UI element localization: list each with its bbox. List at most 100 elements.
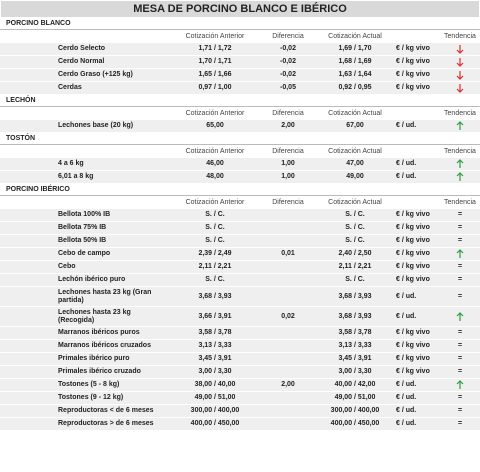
previous-price: 0,97 / 1,00 (198, 84, 232, 91)
column-header: Diferencia (272, 109, 304, 117)
previous-price: 38,00 / 40,00 (194, 381, 236, 388)
column-header: Diferencia (272, 147, 304, 155)
current-price: 67,00 (346, 122, 364, 129)
previous-price: S. / C. (205, 211, 225, 218)
unit: € / kg vivo (396, 58, 430, 65)
unit: € / kg vivo (396, 84, 430, 91)
column-headers: Cotización Anterior Diferencia Cotización … (0, 145, 480, 158)
unit: € / kg vivo (396, 276, 430, 283)
current-price: 2,40 / 2,50 (338, 250, 372, 257)
data-row: Cebo 2,11 / 2,21 2,11 / 2,21 € / kg vivo = (0, 261, 480, 274)
unit: € / kg vivo (396, 211, 430, 218)
previous-price: 65,00 (206, 122, 224, 129)
column-header: Cotización Anterior (185, 109, 245, 117)
unit: € / kg vivo (396, 342, 430, 349)
difference: 1,00 (281, 173, 295, 180)
column-header: Diferencia (272, 32, 304, 40)
product-name: Cebo de campo (58, 250, 111, 257)
column-header: Cotización Anterior (185, 32, 245, 40)
previous-price: 1,70 / 1,71 (198, 58, 232, 65)
trend (440, 248, 480, 260)
previous-price: 3,68 / 3,93 (198, 292, 232, 300)
current-price: S. / C. (345, 276, 365, 283)
difference: 2,00 (281, 381, 295, 388)
trend: = (457, 211, 463, 218)
title: MESA DE PORCINO BLANCO E IBÉRICO (1, 1, 479, 17)
product-name: Bellota 50% IB (58, 237, 107, 244)
trend (440, 379, 480, 391)
unit: € / ud. (396, 381, 417, 388)
product-name: Cerdo Graso (+125 kg) (58, 71, 133, 78)
unit: € / kg vivo (396, 355, 430, 362)
difference: -0,02 (280, 58, 296, 65)
data-row: Marranos ibéricos puros 3,58 / 3,78 3,58 /… (0, 327, 480, 340)
product-name: Reproductoras > de 6 meses (58, 420, 154, 427)
product-name: Lechón ibérico puro (58, 276, 126, 283)
data-row: Tostones (5 - 8 kg) 38,00 / 40,00 2,00 40,0… (0, 379, 480, 392)
unit: € / ud. (396, 312, 417, 320)
data-row: Reproductoras > de 6 meses 400,00 / 450,0… (0, 418, 480, 431)
unit: € / ud. (396, 292, 417, 300)
column-header: Tendencia (444, 32, 476, 40)
column-header: Cotización Anterior (185, 198, 245, 206)
product-name: Primales ibérico puro (58, 355, 130, 362)
trend: = (457, 292, 463, 300)
product-name: Tostones (9 - 12 kg) (58, 394, 124, 401)
trend: = (457, 224, 463, 231)
current-price: S. / C. (345, 211, 365, 218)
trend-arrow-down (456, 84, 464, 93)
column-header: Cotización Anterior (185, 147, 245, 155)
product-name: Bellota 100% IB (58, 211, 111, 218)
difference: -0,02 (280, 71, 296, 78)
data-row: Cerdo Normal 1,70 / 1,71 -0,02 1,68 / 1,69 €… (0, 56, 480, 69)
data-row: Bellota 100% IB S. / C. S. / C. € / kg vivo… (0, 209, 480, 222)
data-row: Lechones base (20 kg) 65,00 2,00 67,00 € / u… (0, 120, 480, 133)
trend (440, 171, 480, 183)
trend (440, 307, 480, 326)
column-header: Cotización Actual (328, 198, 382, 206)
current-price: 400,00 / 450,00 (330, 420, 380, 427)
previous-price: 3,66 / 3,91 (198, 312, 232, 320)
trend: = (457, 276, 463, 283)
current-price: 3,68 / 3,93 (338, 292, 372, 300)
current-price: 3,68 / 3,93 (338, 312, 372, 320)
unit: € / ud. (396, 407, 417, 414)
data-row: Lechón ibérico puro S. / C. S. / C. € / kg … (0, 274, 480, 287)
data-row: 6,01 a 8 kg 48,00 1,00 49,00 € / ud. (0, 171, 480, 184)
previous-price: 48,00 (206, 173, 224, 180)
product-name: 4 a 6 kg (58, 160, 84, 167)
unit: € / kg vivo (396, 71, 430, 78)
data-row: Primales ibérico puro 3,45 / 3,91 3,45 / 3… (0, 353, 480, 366)
product-name: Primales ibérico cruzado (58, 368, 141, 375)
trend: = (457, 420, 463, 427)
trend-arrow-up (456, 380, 464, 389)
section-title: PORCINO IBÉRICO (0, 184, 480, 196)
previous-price: 3,13 / 3,33 (198, 342, 232, 349)
column-header: Tendencia (444, 109, 476, 117)
current-price: 3,00 / 3,30 (338, 368, 372, 375)
data-row: Lechones hasta 23 kg (Gran partida) 3,68 … (0, 287, 480, 307)
trend-arrow-down (456, 71, 464, 80)
trend-arrow-down (456, 58, 464, 67)
column-header: Cotización Actual (328, 147, 382, 155)
product-name: Lechones hasta 23 kg (Recogida) (58, 308, 131, 324)
trend: = (457, 394, 463, 401)
section-title: LECHÓN (0, 95, 480, 107)
product-name: Cebo (58, 263, 76, 270)
previous-price: 1,71 / 1,72 (198, 45, 232, 52)
data-row: Cerdo Selecto 1,71 / 1,72 -0,02 1,69 / 1,70… (0, 43, 480, 56)
difference: 1,00 (281, 160, 295, 167)
data-row: Cebo de campo 2,39 / 2,49 0,01 2,40 / 2,50 €… (0, 248, 480, 261)
trend: = (457, 263, 463, 270)
trend: = (457, 368, 463, 375)
unit: € / kg vivo (396, 224, 430, 231)
current-price: 49,00 (346, 173, 364, 180)
trend (440, 82, 480, 94)
difference: 2,00 (281, 122, 295, 129)
data-row: Primales ibérico cruzado 3,00 / 3,30 3,00 … (0, 366, 480, 379)
current-price: 40,00 / 42,00 (334, 381, 376, 388)
current-price: 3,13 / 3,33 (338, 342, 372, 349)
current-price: S. / C. (345, 237, 365, 244)
product-name: Reproductoras < de 6 meses (58, 407, 154, 414)
product-name: Tostones (5 - 8 kg) (58, 381, 120, 388)
